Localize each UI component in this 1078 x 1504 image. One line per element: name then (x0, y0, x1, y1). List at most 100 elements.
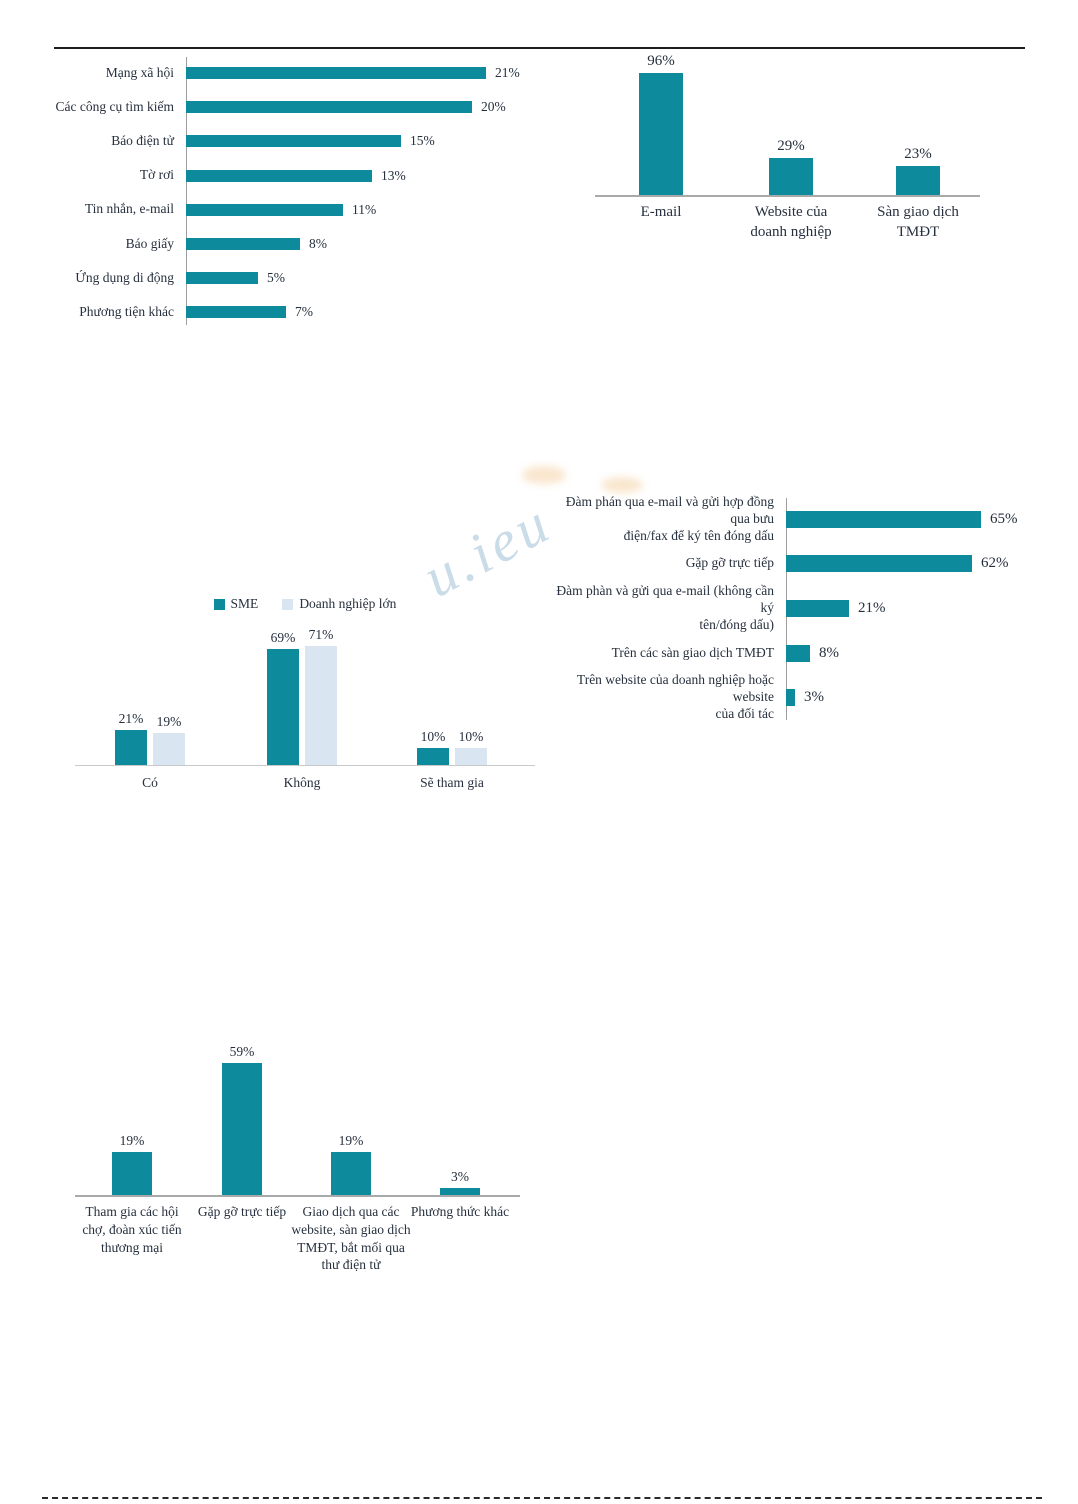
legend-item: SME (213, 596, 259, 612)
value-label: 21% (495, 65, 520, 81)
category-label: Tham gia các hội chợ, đoàn xúc tiến thươ… (82, 1204, 182, 1255)
bar-column: 59% (192, 1044, 292, 1195)
bar (186, 203, 343, 216)
bar-row: Tờ rơi 13% (55, 159, 540, 193)
value-label: 21% (118, 711, 144, 726)
bar (186, 306, 286, 319)
bar (786, 510, 981, 528)
category-label: Có (142, 775, 158, 790)
value-label: 59% (229, 1044, 255, 1059)
bar-column: 21% (115, 711, 147, 765)
bar-column: 10% (417, 729, 449, 765)
bar-row: Báo giấy 8% (55, 227, 540, 261)
category-label: Đàm phàn và gửi qua e-mail (không cần ký… (556, 583, 774, 632)
bar-row: Tin nhắn, e-mail 11% (55, 193, 540, 227)
bottom-rule (42, 1497, 1042, 1499)
bar-column: 19% (301, 1133, 401, 1195)
bar-row: Gặp gỡ trực tiếp 62% (550, 542, 1078, 587)
bar-row: Trên website của doanh nghiệp hoặc websi… (550, 672, 1078, 721)
category-label: Gặp gỡ trực tiếp (197, 1204, 287, 1219)
category-label: Tin nhắn, e-mail (84, 201, 174, 217)
legend-label: Doanh nghiệp lớn (299, 596, 397, 611)
category-label: Báo giấy (125, 235, 174, 251)
bar (417, 748, 449, 765)
value-label: 10% (458, 729, 484, 744)
category-label: Phương thức khác (410, 1204, 510, 1219)
chart-participation-sme-vs-large: SME Doanh nghiệp lớn 21% 19% Có 69% 71% Không 10… (75, 588, 535, 818)
category-label: Trên các sàn giao dịch TMĐT (611, 644, 774, 660)
category-label: E-mail (640, 204, 682, 220)
bar-row: Đàm phán qua e-mail và gửi hợp đồng qua … (550, 494, 1078, 543)
value-label: 65% (990, 510, 1018, 527)
bar (331, 1152, 371, 1195)
category-label: Gặp gỡ trực tiếp (685, 555, 774, 571)
category-label: Không (283, 775, 321, 790)
top-rule (54, 47, 1025, 49)
bar (455, 748, 487, 765)
bar-row: Báo điện tử 15% (55, 124, 540, 158)
legend: SME Doanh nghiệp lớn (75, 596, 535, 612)
bar (186, 272, 258, 285)
category-label: Giao dịch qua các website, sàn giao dịch… (291, 1204, 411, 1273)
value-label: 3% (451, 1169, 469, 1184)
value-label: 62% (981, 555, 1009, 572)
category-label: Các công cụ tìm kiếm (55, 98, 174, 114)
value-label: 15% (410, 133, 435, 149)
bar-column: 29% (739, 138, 843, 195)
legend-swatch (282, 598, 294, 610)
scan-smudge (522, 466, 566, 484)
bar (222, 1063, 262, 1195)
bar-column: 19% (153, 714, 185, 765)
bar (267, 649, 299, 765)
legend-item: Doanh nghiệp lớn (282, 596, 396, 612)
bar-row: Trên các sàn giao dịch TMĐT 8% (550, 631, 1078, 676)
baseline (75, 765, 535, 766)
bar (305, 646, 337, 765)
bar-column: 71% (305, 627, 337, 765)
bar-column: 3% (410, 1169, 510, 1195)
value-label: 7% (295, 304, 313, 320)
category-label: Website của doanh nghiệp (750, 204, 832, 240)
value-label: 11% (352, 201, 377, 217)
bar-row: Phương tiện khác 7% (55, 295, 540, 329)
chart-online-ad-channels: Mạng xã hội 21% Các công cụ tìm kiếm 20% Báo… (55, 55, 540, 333)
bar (112, 1152, 152, 1195)
value-label: 96% (647, 53, 675, 69)
value-label: 23% (904, 146, 932, 162)
value-label: 8% (309, 236, 327, 252)
bar (115, 730, 147, 765)
baseline (595, 195, 980, 197)
chart-partner-finding-methods: 19% Tham gia các hội chợ, đoàn xúc tiến t… (75, 1028, 535, 1306)
value-label: 71% (308, 627, 334, 642)
value-label: 8% (819, 644, 839, 661)
bar (186, 169, 372, 182)
bar-column: 96% (609, 53, 713, 195)
axis-line (186, 57, 187, 325)
bar-column: 10% (455, 729, 487, 765)
value-label: 21% (858, 599, 886, 616)
value-label: 3% (804, 689, 824, 706)
legend-label: SME (230, 596, 259, 611)
value-label: 10% (420, 729, 446, 744)
chart-order-receiving-channels: 96% E-mail 29% Website của doanh nghiệp 23% S… (595, 53, 1015, 267)
bar (786, 555, 972, 573)
bar (639, 73, 683, 195)
bar-row: Mạng xã hội 21% (55, 56, 540, 90)
bar-group: 10% 10% (417, 729, 487, 765)
bar (153, 733, 185, 765)
baseline (75, 1195, 520, 1197)
bar-row: Ứng dụng di động 5% (55, 261, 540, 295)
value-label: 19% (338, 1133, 364, 1148)
bar (786, 644, 810, 662)
bar-row: Các công cụ tìm kiếm 20% (55, 90, 540, 124)
bar (786, 689, 795, 707)
bar (896, 166, 940, 195)
bar (769, 158, 813, 195)
value-label: 19% (119, 1133, 145, 1148)
value-label: 13% (381, 167, 406, 183)
bar (186, 135, 401, 148)
category-label: Phương tiện khác (79, 304, 174, 320)
legend-swatch (213, 598, 225, 610)
bar (186, 67, 486, 80)
category-label: Sàn giao dịch TMĐT (877, 204, 959, 240)
